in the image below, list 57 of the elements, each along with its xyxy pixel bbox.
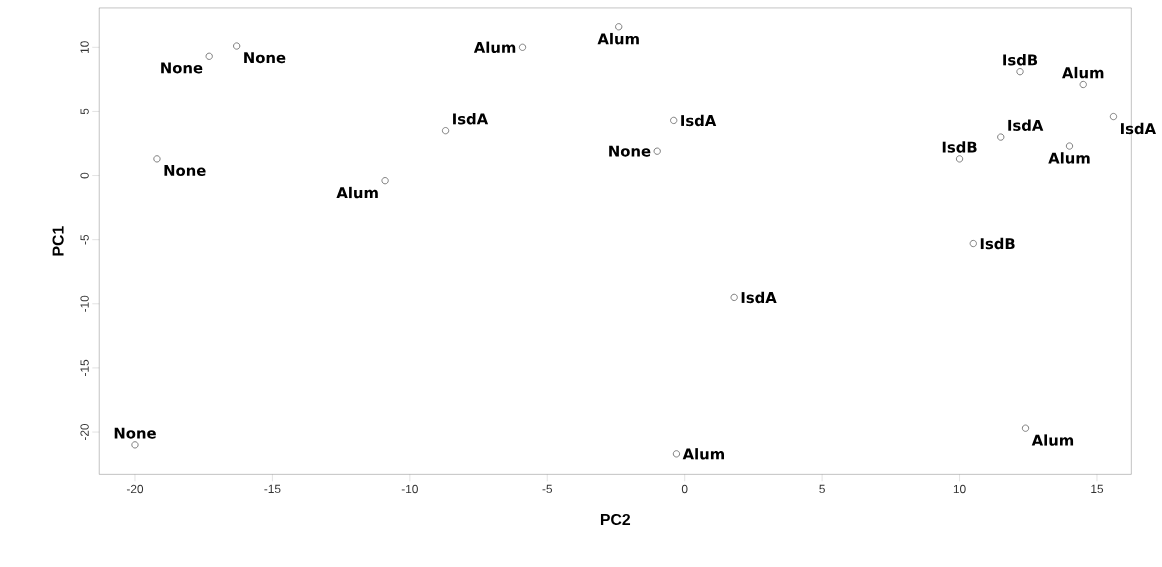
annotation: Alum xyxy=(682,448,724,460)
point xyxy=(205,52,213,61)
annotation: IsdA xyxy=(453,113,489,125)
x-tick-label: -10 xyxy=(401,484,418,494)
point xyxy=(672,450,681,458)
x-tick-label: 10 xyxy=(953,484,966,494)
x-tick-label: -15 xyxy=(264,484,281,494)
point xyxy=(997,133,1005,141)
annotation: IsdA xyxy=(741,291,777,304)
x-tick-label: -20 xyxy=(126,484,144,494)
y-tick-label: 0 xyxy=(80,172,89,179)
annotation: Alum xyxy=(597,33,639,45)
point xyxy=(969,240,977,248)
point xyxy=(1079,81,1087,89)
point xyxy=(1016,68,1024,76)
annotation: Alum xyxy=(1062,67,1104,79)
point xyxy=(730,293,738,302)
annotation: IsdA xyxy=(681,114,717,127)
annotation: None xyxy=(114,427,156,439)
point xyxy=(615,23,623,31)
point xyxy=(670,116,678,125)
annotation: IsdA xyxy=(1008,119,1044,132)
y-tick-label: 10 xyxy=(80,41,89,54)
point xyxy=(1065,142,1074,150)
point xyxy=(233,42,241,50)
point xyxy=(1021,424,1030,432)
annotation: IsdB xyxy=(980,237,1015,250)
annotation: Alum xyxy=(1048,152,1090,164)
point xyxy=(518,43,527,52)
x-tick-label: 0 xyxy=(681,484,688,494)
annotation: None xyxy=(609,145,651,157)
annotation: None xyxy=(164,165,206,177)
annotation: None xyxy=(161,62,203,74)
point xyxy=(653,147,661,155)
y-tick-label: -10 xyxy=(80,295,89,313)
x-axis-title: PC2 xyxy=(600,514,631,526)
y-tick-label: 5 xyxy=(80,108,89,115)
annotation: IsdB xyxy=(1003,54,1038,66)
point xyxy=(1109,113,1118,121)
y-tick-label: -15 xyxy=(80,360,89,377)
annotation: IsdA xyxy=(1120,122,1156,135)
x-tick-label: -5 xyxy=(542,484,553,494)
annotation: IsdB xyxy=(942,141,977,153)
y-tick-label: -5 xyxy=(80,235,89,245)
annotation: Alum xyxy=(473,41,516,54)
y-axis-title: PC1 xyxy=(52,226,64,256)
x-tick-label: 15 xyxy=(1091,484,1104,494)
point xyxy=(955,155,964,163)
point xyxy=(153,155,161,163)
x-tick-label: 5 xyxy=(819,484,825,494)
y-tick-label: -20 xyxy=(80,424,89,441)
annotation: Alum xyxy=(1031,434,1074,446)
point xyxy=(441,127,450,135)
point xyxy=(131,441,139,449)
point xyxy=(381,177,389,185)
annotation: None xyxy=(244,52,286,64)
annotation: Alum xyxy=(336,187,378,199)
